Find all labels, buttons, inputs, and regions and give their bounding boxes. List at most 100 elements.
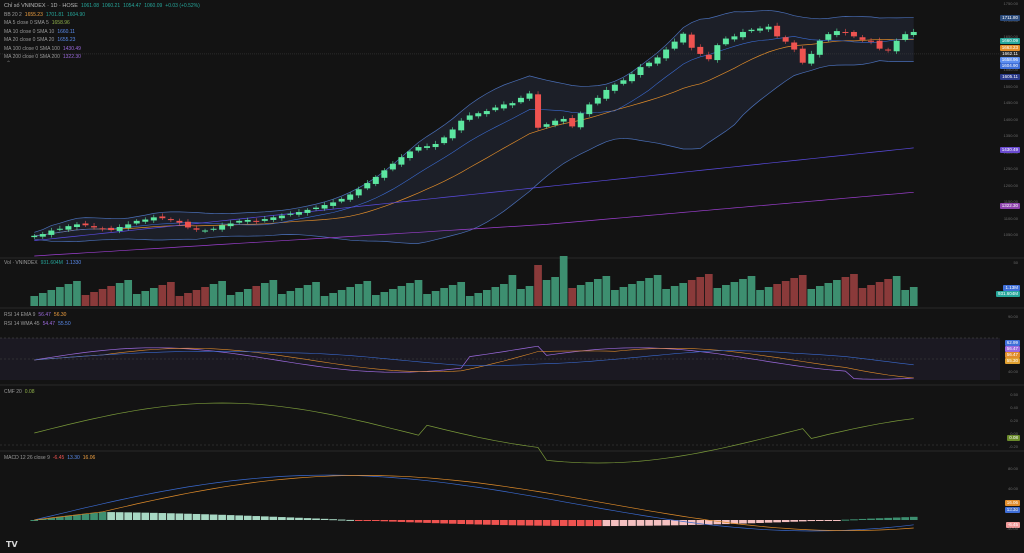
macd-histogram-bar: [593, 520, 602, 527]
macd-histogram-bar: [517, 520, 525, 526]
candle-body: [159, 216, 166, 219]
volume-bar: [670, 286, 679, 306]
candle-body: [722, 38, 729, 45]
indicator-label: BB 20 2: [4, 11, 22, 18]
price-axis-label: 1450.00: [1003, 100, 1018, 105]
volume-bar: [747, 276, 756, 306]
cmf-tag: 0.08: [1007, 435, 1020, 441]
volume-bar: [559, 256, 568, 306]
cmf-legend[interactable]: CMF 20 0.08: [4, 388, 35, 397]
pane-separators[interactable]: [0, 257, 1024, 452]
macd-histogram-bar: [132, 512, 141, 520]
macd-legend[interactable]: MACD 12 26 close 9 -6.45 13.30 16.06: [4, 454, 95, 463]
ma200-line: [34, 191, 914, 257]
rsi-legend[interactable]: RSI 14 EMA 9 56.47 56.30 RSI 14 WMA 45 54.4…: [4, 311, 71, 328]
candle-body: [202, 230, 209, 232]
volume-bar: [312, 282, 320, 306]
macd-histogram-bar: [346, 519, 355, 521]
rsi-tag: 56.47: [1004, 352, 1020, 358]
volume-bar: [406, 283, 414, 306]
candle-body: [893, 40, 900, 52]
volume-bar: [201, 287, 209, 306]
volume-bar: [542, 280, 551, 306]
candle-body: [620, 80, 627, 84]
macd-value: 13.30: [67, 455, 80, 461]
macd-histogram-bar: [90, 512, 98, 520]
indicator-value: 1430.49: [62, 45, 81, 52]
price-axis-label: 1550.00: [1003, 67, 1018, 72]
candle-body: [791, 42, 798, 50]
candle-body: [535, 94, 542, 128]
price-tag: 1711.80: [1000, 15, 1020, 21]
ohlc-close: 1060.09: [144, 3, 163, 9]
candle-body: [458, 120, 465, 131]
macd-histogram-bar: [107, 512, 115, 520]
volume-legend[interactable]: Vol · VNINDEX 931.604M 1.1330: [4, 259, 81, 268]
candle-body: [646, 62, 653, 67]
volume-bar: [141, 291, 150, 306]
price-axis-label: 1150.00: [1003, 199, 1018, 204]
macd-histogram-bar: [619, 520, 628, 526]
candle-body: [116, 227, 123, 231]
macd-histogram-bar: [167, 513, 175, 520]
ohlc-open: 1061.08: [80, 3, 100, 9]
candle-body: [73, 224, 80, 228]
candle-body: [56, 228, 63, 230]
symbol-title[interactable]: Chỉ số VNINDEX · 1D · HOSE: [4, 3, 78, 9]
indicator-ma100[interactable]: MA 100 close 0 SMA 100 1430.49: [4, 45, 200, 54]
candle-body: [125, 224, 132, 228]
candle-body: [295, 212, 302, 215]
price-tag: 1663.23: [999, 45, 1020, 51]
indicator-bb[interactable]: BB 20 2 1655.23 1701.81 1604.90: [4, 11, 200, 20]
volume-bar: [115, 283, 124, 306]
macd-histogram-bar: [909, 516, 918, 520]
macd-histogram-bar: [64, 515, 73, 520]
volume-bar: [423, 294, 431, 306]
candle-body: [261, 219, 268, 221]
macd-histogram-bar: [534, 520, 542, 526]
tradingview-logo[interactable]: TV: [6, 540, 18, 549]
volume-bar: [713, 288, 722, 306]
macd-histogram-bar: [286, 517, 295, 520]
candle-body: [509, 103, 516, 106]
ohlc-high: 1060.21: [102, 3, 121, 9]
candle-body: [910, 31, 917, 36]
indicator-value: 1322.30: [62, 54, 81, 60]
volume-bar: [73, 281, 81, 306]
indicator-ma20[interactable]: MA 20 close 0 SMA 20 1655.23: [4, 36, 200, 45]
candle-body: [91, 226, 98, 228]
macd-histogram-bar: [525, 520, 534, 526]
macd-histogram-bar: [295, 517, 303, 520]
volume-bar: [380, 292, 389, 306]
indicator-ma200[interactable]: MA 200 close 0 SMA 200 1322.30: [4, 53, 200, 62]
candle-body: [569, 118, 576, 127]
indicator-ma10[interactable]: MA 10 close 0 SMA 10 1660.11: [4, 28, 200, 37]
bollinger-band-area: [34, 10, 914, 244]
macd-histogram-bar: [303, 518, 312, 520]
macd-histogram-bar: [491, 520, 500, 525]
volume-bar: [209, 284, 218, 306]
collapse-legend-icon[interactable]: ⌃: [6, 61, 12, 67]
volume-bar: [448, 285, 457, 306]
candle-body: [671, 41, 678, 49]
price-axis-label: 1650.00: [1003, 34, 1018, 39]
indicator-label: MA 20 close 0 SMA 20: [4, 37, 55, 43]
volume-bar: [482, 290, 491, 306]
candle-body: [739, 31, 746, 38]
macd-histogram-bar: [474, 520, 483, 525]
candle-body: [278, 215, 285, 219]
macd-histogram-bar: [269, 516, 278, 520]
volume-bar: [389, 289, 397, 306]
indicator-ma5[interactable]: MA 5 close 0 SMA 5 1658.96: [4, 19, 200, 28]
macd-histogram-bar: [397, 520, 406, 522]
volume-bar: [235, 292, 244, 306]
macd-tag: 16.06: [1004, 500, 1020, 506]
candle-body: [705, 54, 712, 60]
pane-axis-label: 90.00: [1007, 314, 1018, 319]
macd-histogram-bar: [98, 511, 107, 520]
pane-axis-label: -0.20: [1008, 444, 1018, 449]
macd-histogram-bar: [184, 513, 192, 520]
macd-histogram-bar: [192, 513, 201, 520]
macd-histogram-bar: [722, 520, 730, 525]
